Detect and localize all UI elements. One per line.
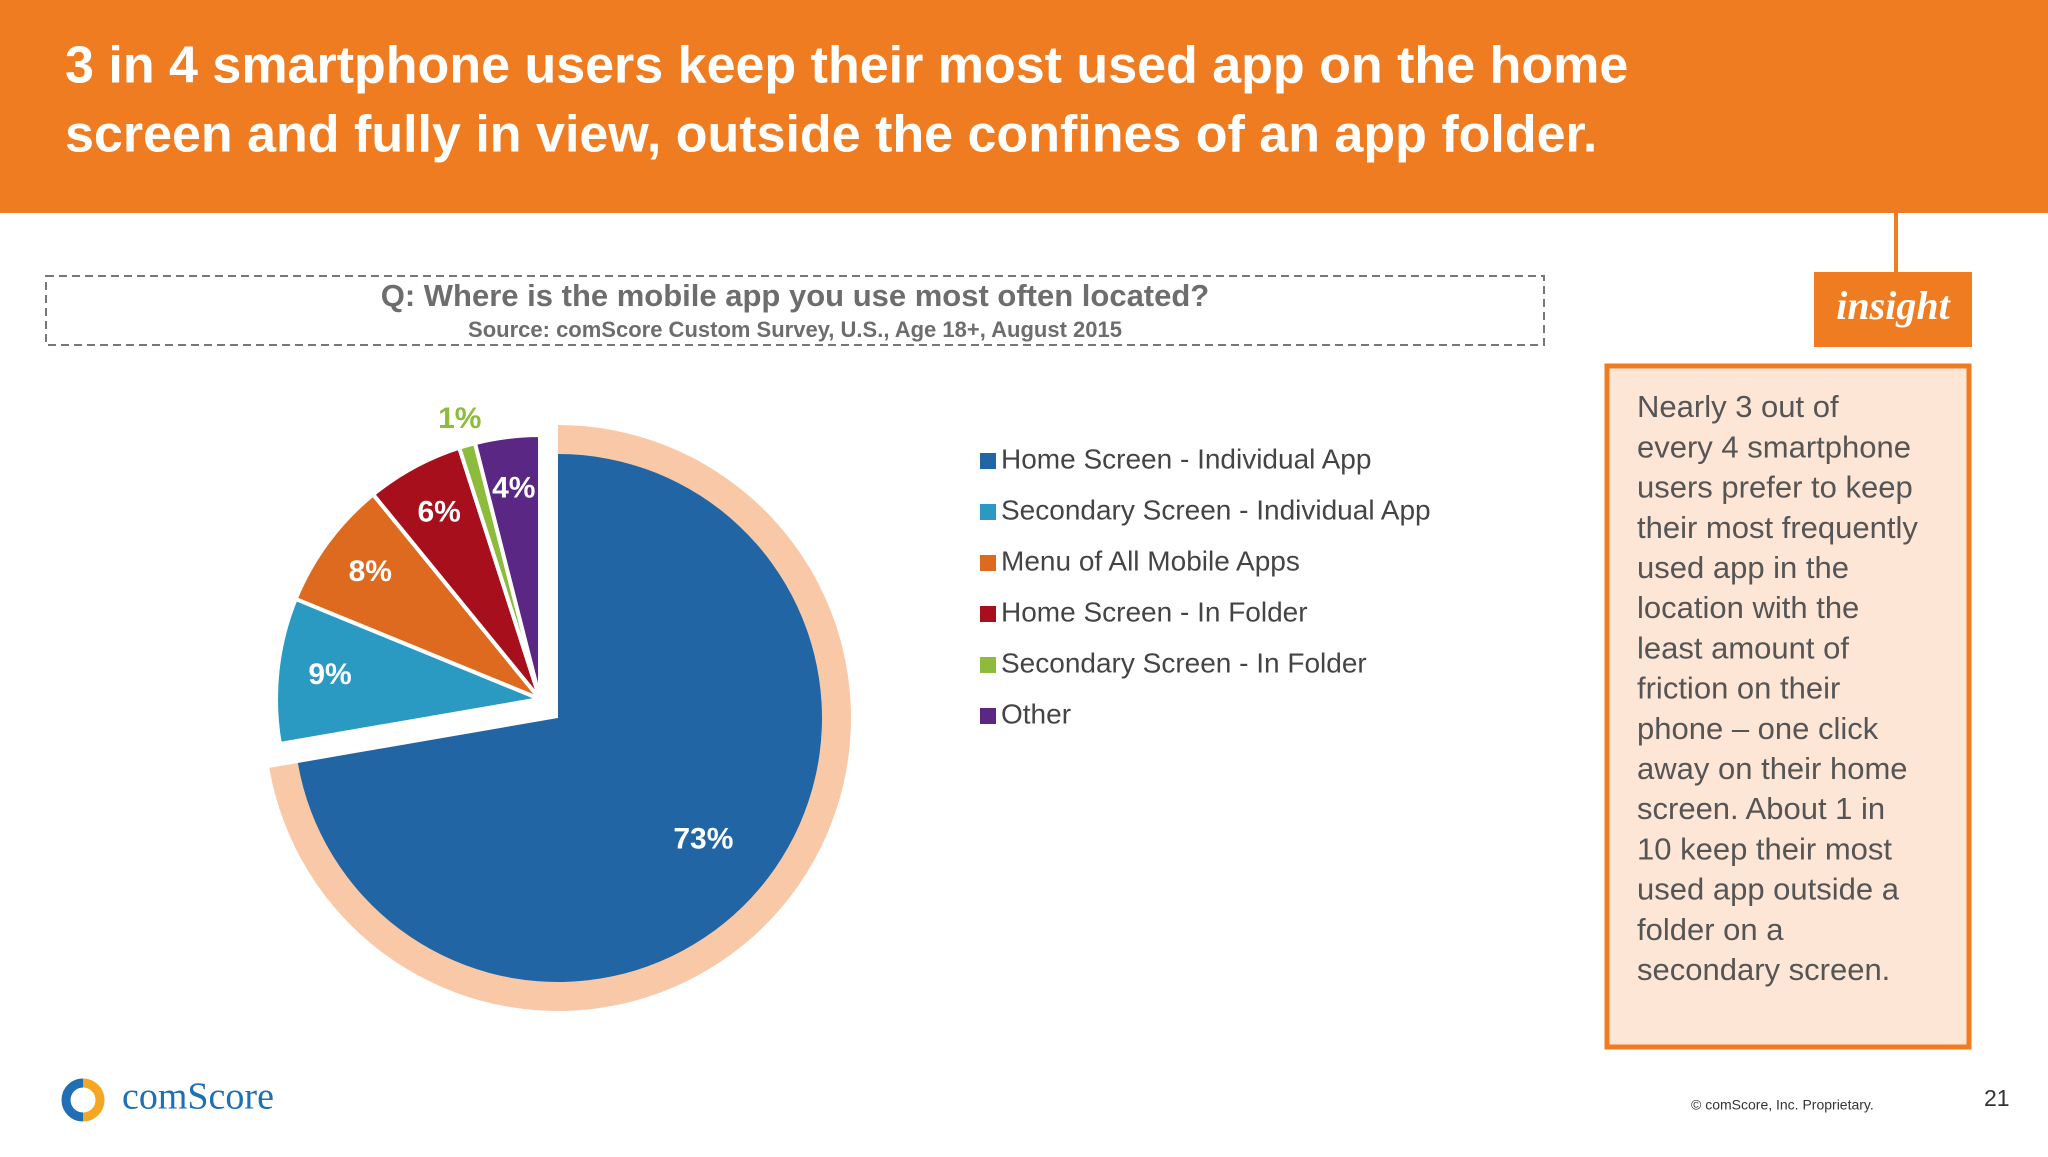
chart-title: Q: Where is the mobile app you use most …: [381, 278, 1210, 313]
pie-chart: 73% Home Screen - Individual App 9% Seconda…: [269, 402, 1431, 1011]
slide-title: screen and fully in view, outside the co…: [65, 106, 1597, 164]
insight-line: location with the: [1637, 590, 1859, 625]
page-number: 21: [1984, 1085, 2010, 1111]
insight-tag: [1814, 272, 1972, 347]
pie-slice: [293, 491, 542, 701]
insight-line: used app outside a: [1637, 872, 1900, 907]
data-label: 8%: [349, 555, 392, 588]
legend-swatch: [980, 606, 996, 622]
legend-label: Home Screen - Individual App: [1001, 443, 1371, 474]
header-band: [0, 0, 2048, 213]
slide-title: 3 in 4 smartphone users keep their most …: [65, 37, 1628, 95]
data-label: 6%: [417, 495, 460, 528]
data-label: 73%: [673, 822, 733, 855]
insight-line: users prefer to keep: [1637, 470, 1913, 505]
copyright: © comScore, Inc. Proprietary.: [1691, 1097, 1874, 1113]
logo-text: comScore: [122, 1076, 274, 1118]
logo-mark: [61, 1078, 84, 1122]
insight-line: 10 keep their most: [1637, 831, 1892, 866]
legend-label: Menu of All Mobile Apps: [1001, 545, 1300, 576]
legend-swatch: [980, 708, 996, 724]
legend-swatch: [980, 555, 996, 571]
insight-line: folder on a: [1637, 912, 1784, 947]
insight-text: Nearly 3 out of every 4 smartphone users p…: [1637, 389, 1918, 987]
insight-line: phone – one click: [1637, 711, 1879, 746]
legend-label: Other: [1001, 698, 1071, 729]
insight-line: secondary screen.: [1637, 952, 1890, 987]
insight-line: away on their home: [1637, 751, 1908, 786]
insight-line: every 4 smartphone: [1637, 429, 1911, 464]
legend-swatch: [980, 453, 996, 469]
insight-box: [1604, 363, 1972, 1050]
legend-label: Home Screen - In Folder: [1001, 596, 1308, 627]
insight-line: their most frequently: [1637, 510, 1918, 545]
insight-line: least amount of: [1637, 630, 1849, 665]
data-label: 1%: [438, 402, 481, 435]
insight-line: screen. About 1 in: [1637, 791, 1885, 826]
pie-slice: [297, 454, 823, 982]
insight-line: friction on their: [1637, 671, 1840, 706]
insight-label: insight: [1836, 283, 1951, 328]
insight-line: used app in the: [1637, 550, 1849, 585]
data-label: 4%: [492, 471, 535, 504]
chart-subtitle: Source: comScore Custom Survey, U.S., Ag…: [468, 317, 1122, 342]
question-box: [45, 275, 1545, 346]
insight-line: Nearly 3 out of: [1637, 389, 1839, 424]
legend-swatch: [980, 657, 996, 673]
legend-label: Secondary Screen - In Folder: [1001, 647, 1367, 678]
pie-slice: [472, 432, 542, 700]
data-label: 9%: [308, 658, 351, 691]
legend-swatch: [980, 504, 996, 520]
pie-slice: [274, 596, 548, 747]
legend-label: Secondary Screen - Individual App: [1001, 494, 1431, 525]
